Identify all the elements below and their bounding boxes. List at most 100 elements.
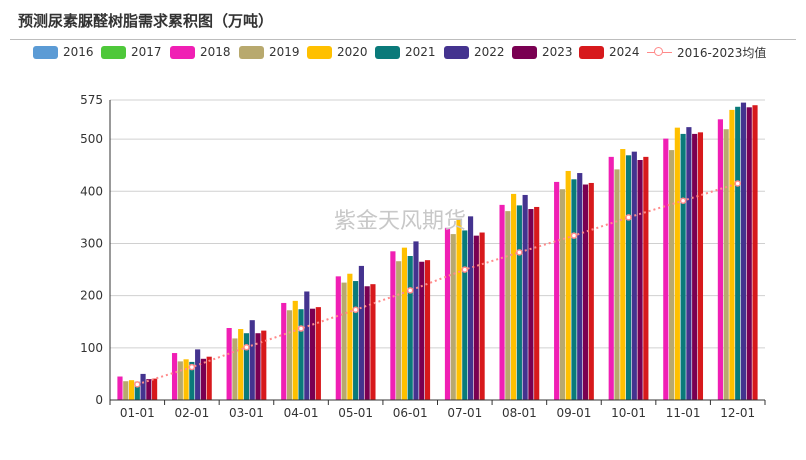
bar xyxy=(396,261,402,400)
chart-title: 预测尿素脲醛树脂需求累积图（万吨） xyxy=(18,12,274,30)
average-point xyxy=(243,344,250,351)
average-point xyxy=(570,232,578,239)
y-tick-label: 575 xyxy=(80,93,103,107)
legend-label: 2016 xyxy=(63,45,94,59)
bar xyxy=(238,329,244,400)
legend-item-2024[interactable]: 2024 xyxy=(579,44,640,60)
bar xyxy=(717,119,723,400)
bar xyxy=(226,328,232,400)
bar xyxy=(614,169,620,400)
bar xyxy=(200,358,207,400)
bar xyxy=(473,235,479,400)
average-point xyxy=(297,325,305,332)
x-tick-label: 10-01 xyxy=(611,406,646,420)
legend-item-2019[interactable]: 2019 xyxy=(239,44,300,60)
x-tick-label: 04-01 xyxy=(284,406,319,420)
bar xyxy=(577,173,583,400)
legend-label: 2019 xyxy=(269,45,300,59)
x-tick-label: 11-01 xyxy=(666,406,701,420)
average-point xyxy=(461,266,469,273)
x-tick-label: 08-01 xyxy=(502,406,537,420)
bar xyxy=(364,286,370,400)
legend-label: 2018 xyxy=(200,45,231,59)
bar xyxy=(195,349,201,400)
bar xyxy=(413,241,419,400)
legend-item-2023[interactable]: 2023 xyxy=(512,44,573,60)
y-tick-label: 400 xyxy=(80,184,103,198)
legend-swatch xyxy=(375,45,400,59)
bar xyxy=(249,320,255,400)
bar xyxy=(522,194,528,400)
x-tick-label: 02-01 xyxy=(174,406,209,420)
bar xyxy=(511,193,517,400)
bar xyxy=(462,230,468,400)
x-tick-label: 05-01 xyxy=(338,406,373,420)
x-tick-label: 01-01 xyxy=(120,406,155,420)
bar xyxy=(286,310,293,400)
x-tick-label: 09-01 xyxy=(557,406,592,420)
bar xyxy=(128,380,135,400)
legend-swatch xyxy=(101,45,126,59)
bar xyxy=(407,256,413,400)
bar xyxy=(292,300,298,400)
average-point xyxy=(679,197,687,204)
bar xyxy=(680,133,686,401)
legend-item-2022[interactable]: 2022 xyxy=(444,44,505,60)
bar xyxy=(401,247,408,400)
bar xyxy=(674,127,680,401)
bar xyxy=(516,205,522,400)
y-tick-label: 0 xyxy=(95,393,103,407)
bar xyxy=(419,261,425,400)
bar xyxy=(123,381,129,400)
bar xyxy=(255,333,261,400)
bar xyxy=(668,150,675,400)
bar xyxy=(620,149,626,400)
average-point xyxy=(406,287,414,294)
legend-item-2018[interactable]: 2018 xyxy=(170,44,231,60)
bar xyxy=(565,170,571,400)
bar xyxy=(625,155,632,400)
average-point xyxy=(625,214,632,221)
bar xyxy=(697,132,704,400)
legend-item-2016[interactable]: 2016 xyxy=(33,44,94,60)
bar xyxy=(643,156,649,400)
legend-swatch xyxy=(33,45,58,59)
bar xyxy=(571,179,577,400)
bar xyxy=(390,251,396,400)
legend-swatch xyxy=(307,45,332,59)
chart-legend: 2016 2017 2018 2019 2020 2021 2022 2023 … xyxy=(33,44,803,60)
legend-item-2020[interactable]: 2020 xyxy=(307,44,368,60)
bar xyxy=(499,204,505,400)
legend-label: 2021 xyxy=(405,45,436,59)
legend-label: 2023 xyxy=(542,45,573,59)
bar xyxy=(183,359,189,400)
bar xyxy=(206,356,212,400)
bar xyxy=(309,308,316,400)
bar xyxy=(315,307,321,400)
legend-label: 2016-2023均值 xyxy=(677,45,767,60)
average-line xyxy=(134,180,741,388)
bar xyxy=(467,216,474,400)
bar xyxy=(171,353,178,400)
bar xyxy=(746,107,752,400)
bar xyxy=(554,181,560,400)
average-point xyxy=(134,381,141,388)
average-point xyxy=(734,180,741,187)
legend-item-2017[interactable]: 2017 xyxy=(101,44,162,60)
axes: 0 100 200 300 400 500 575 01-01 02-01 03-01 04-01 0… xyxy=(80,93,766,420)
bar xyxy=(752,105,758,400)
legend-item-average[interactable]: 2016-2023均值 xyxy=(647,44,766,60)
x-tick-label: 06-01 xyxy=(393,406,428,420)
bar-series xyxy=(117,102,758,401)
legend-swatch xyxy=(170,45,195,59)
bar xyxy=(134,381,140,400)
bar xyxy=(261,330,267,400)
legend-label: 2017 xyxy=(131,45,162,59)
legend-item-2021[interactable]: 2021 xyxy=(375,44,436,60)
bar xyxy=(353,281,359,400)
bar xyxy=(146,379,152,400)
bar xyxy=(686,127,692,400)
bar xyxy=(505,211,511,400)
bar xyxy=(735,106,741,401)
